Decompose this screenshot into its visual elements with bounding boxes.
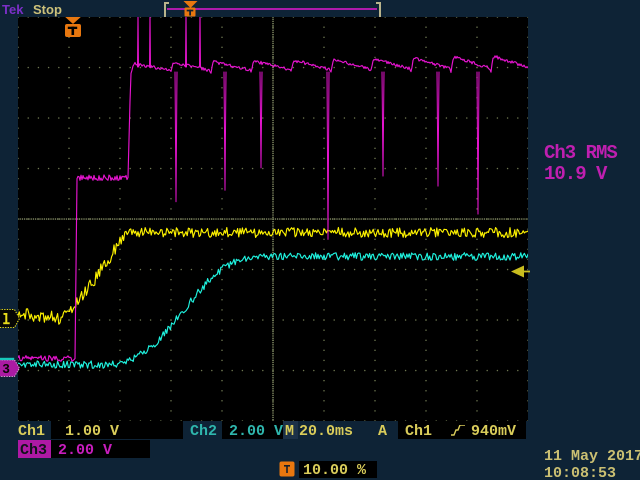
svg-text:3: 3	[3, 361, 10, 376]
